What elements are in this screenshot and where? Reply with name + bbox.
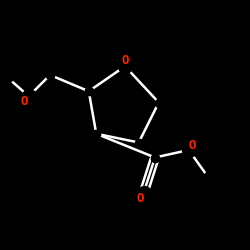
Text: O: O — [121, 54, 129, 67]
Text: O: O — [137, 192, 144, 204]
Text: O: O — [188, 139, 196, 152]
Text: O: O — [21, 95, 28, 108]
